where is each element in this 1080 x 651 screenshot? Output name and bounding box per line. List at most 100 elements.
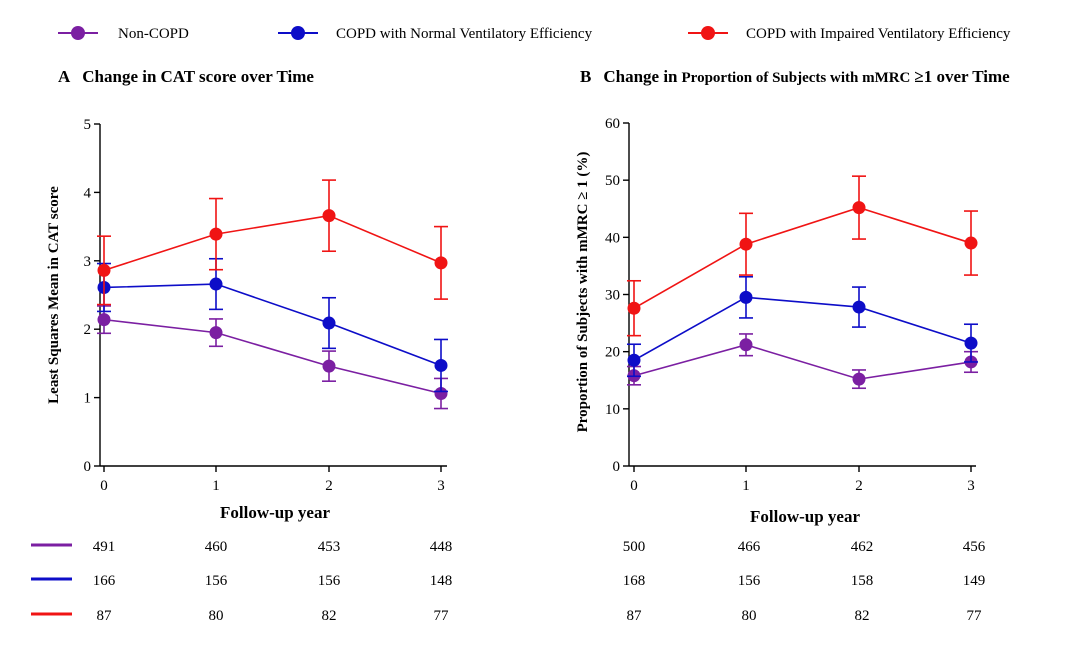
legend-marker-non-copd [71,26,85,40]
panel-b-point-normal [964,336,978,350]
panel-b-y-tick-label: 40 [605,230,620,246]
panel-a-x-tick-label: 0 [100,478,108,494]
panel-a-title: A Change in CAT score over Time [58,67,314,86]
panel-b-y-tick-label: 60 [605,116,620,132]
panel-a-x-axis-title: Follow-up year [220,503,330,522]
panel-b-count-non: 462 [851,539,874,555]
panel-a-plot: 0 1 2 3 4 5 0 1 2 3 [84,117,448,494]
panel-a-count-non: 460 [205,539,228,555]
panel-a-point-impaired [322,209,336,223]
legend-label-normal: COPD with Normal Ventilatory Efficiency [336,26,593,42]
panel-b-title-suffix: ≥1 over Time [914,67,1010,86]
panel-b-x-tick-label: 1 [742,478,750,494]
legend-label-impaired: COPD with Impaired Ventilatory Efficienc… [746,26,1011,42]
panel-a-count-non: 448 [430,539,453,555]
legend-item-normal: COPD with Normal Ventilatory Efficiency [278,26,593,42]
panel-b-letter: B [580,67,591,86]
panel-a-x-tick-label: 1 [212,478,220,494]
panel-b-count-normal: 156 [738,573,761,589]
panel-b-count-normal: 158 [851,573,874,589]
panel-a-y-tick-label: 2 [84,322,92,338]
panel-a-point-non [322,359,336,373]
panel-a-count-normal: 156 [318,573,341,589]
panel-b-y-axis-title: Proportion of Subjects with mMRC ≥ 1 (%) [575,152,591,433]
panel-a-point-impaired [97,263,111,277]
panel-a-x-tick-label: 3 [437,478,445,494]
panel-b-point-normal [852,300,866,314]
panel-b-plot: 0 10 20 30 40 50 60 0 1 2 3 [605,116,978,494]
panel-a-count-normal: 166 [93,573,116,589]
panel-a-point-impaired [434,256,448,270]
panel-b-point-non [852,372,866,386]
panel-b-title-prefix: Change in [603,67,678,86]
panel-a-y-tick-label: 1 [84,391,92,407]
panel-a-series-impaired [97,179,448,306]
legend-label-non-copd: Non-COPD [118,26,189,42]
panel-b-count-impaired: 87 [627,608,643,624]
panel-b-series-normal [627,275,978,378]
panel-a-count-non: 453 [318,539,341,555]
panel-b-x-tick-label: 2 [855,478,863,494]
panel-b-count-impaired: 77 [967,608,983,624]
panel-a-x-tick-label: 2 [325,478,333,494]
panel-b-x-tick-label: 0 [630,478,638,494]
panel-b-count-normal: 149 [963,573,986,589]
panel-b-point-impaired [627,301,641,315]
legend-marker-impaired [701,26,715,40]
panel-b-series-impaired [627,175,978,337]
legend-item-non-copd: Non-COPD [58,26,189,42]
panel-b-y-tick-label: 30 [605,288,620,304]
panel-a-point-normal [434,358,448,372]
panel-a: A Change in CAT score over Time 0 1 2 3 4 5 0 1 2 3… [46,67,448,522]
panel-a-count-normal: 156 [205,573,228,589]
panel-a-title-prefix: Change in [82,67,157,86]
panel-b-count-non: 500 [623,539,646,555]
panel-a-count-non: 491 [93,539,116,555]
panel-a-point-non [97,313,111,327]
panel-a-y-axis-title: Least Squares Mean in CAT score [46,186,62,404]
panel-b-y-tick-label: 10 [605,402,620,418]
legend-item-impaired: COPD with Impaired Ventilatory Efficienc… [688,26,1011,42]
panel-a-series-non [97,305,448,410]
panel-b-count-impaired: 82 [855,608,870,624]
panel-a-y-tick-label: 4 [84,185,92,201]
legend: Non-COPD COPD with Normal Ventilatory Ef… [58,26,1011,42]
panel-a-count-normal: 148 [430,573,453,589]
panel-a-point-normal [209,277,223,291]
panel-b-line-normal [633,296,972,361]
panel-b-series-non [627,333,978,390]
panel-a-y-tick-label: 3 [84,254,92,270]
panel-b-point-normal [627,353,641,367]
panel-a-count-impaired: 80 [209,608,224,624]
panel-b-y-tick-label: 0 [613,459,621,475]
panel-a-y-tick-label: 0 [84,459,92,475]
panel-b-y-tick-label: 50 [605,173,620,189]
panel-a-point-non [434,386,448,400]
panel-a-line-normal [103,283,442,367]
panel-a-line-impaired [103,214,442,272]
panel-b-count-non: 466 [738,539,761,555]
panel-b-count-impaired: 80 [742,608,757,624]
panel-b-point-impaired [964,236,978,250]
panel-b-title-small: Proportion of Subjects with mMRC [682,70,911,86]
panel-a-count-impaired: 77 [434,608,450,624]
panel-b-count-normal: 168 [623,573,646,589]
panel-b-point-normal [739,290,753,304]
counts-table: 491 460 453 448 166 156 156 148 87 80 82 77 500 466 46… [31,539,986,624]
panel-b-line-non [633,343,972,380]
panel-a-point-normal [322,316,336,330]
legend-marker-normal [291,26,305,40]
panel-a-y-tick-label: 5 [84,117,92,133]
panel-b-point-impaired [852,201,866,215]
panel-a-count-impaired: 82 [322,608,337,624]
panel-a-point-non [209,326,223,340]
panel-b-x-axis-title: Follow-up year [750,507,860,526]
panel-b-title: B Change in Proportion of Subjects with mM… [580,67,1010,86]
panel-b-x-tick-label: 3 [967,478,975,494]
panel-b-point-impaired [739,237,753,251]
panel-b-line-impaired [633,206,972,309]
panel-a-point-impaired [209,227,223,241]
panel-a-count-impaired: 87 [97,608,113,624]
panel-b-count-non: 456 [963,539,986,555]
